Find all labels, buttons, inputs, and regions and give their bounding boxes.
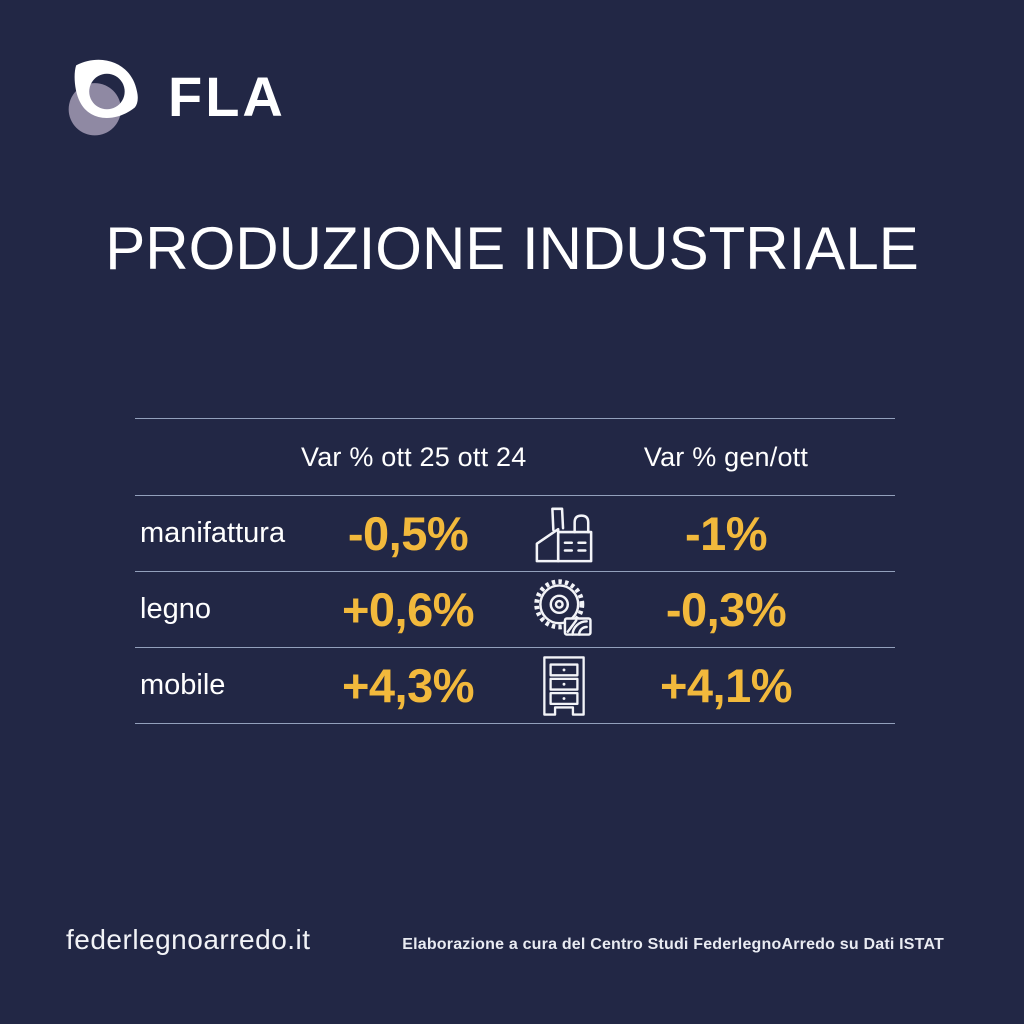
- circular-saw-icon: [534, 578, 592, 636]
- production-table: Var % ott 25 ott 24 Var % gen/ott manifa…: [135, 418, 895, 724]
- column-header-var-gen-ott: Var % gen/ott: [643, 441, 809, 472]
- page-title: PRODUZIONE INDUSTRIALE: [105, 215, 919, 282]
- source-credit: Elaborazione a cura del Centro Studi Fed…: [402, 936, 944, 953]
- table-header-row: Var % ott 25 ott 24 Var % gen/ott: [135, 419, 895, 496]
- value-var-ott: -0,5%: [347, 507, 469, 560]
- table-row-manifattura: manifattura -0,5% -1%: [135, 496, 895, 572]
- column-header-var-ott: Var % ott 25 ott 24: [301, 441, 527, 472]
- value-var-ott: +0,6%: [341, 583, 475, 636]
- factory-icon: [535, 507, 593, 562]
- value-var-gen-ott: -1%: [684, 507, 768, 560]
- table-row-mobile: mobile +4,3% +4,1%: [135, 648, 895, 724]
- row-label: manifattura: [140, 517, 286, 549]
- value-var-ott: +4,3%: [341, 659, 475, 712]
- dresser-icon: [543, 655, 585, 716]
- website-url: federlegnoarredo.it: [66, 924, 311, 955]
- fla-logo: FLA: [64, 56, 286, 142]
- row-label: legno: [140, 593, 211, 625]
- fla-leaf-icon: [68, 59, 138, 136]
- row-label: mobile: [140, 669, 226, 701]
- value-var-gen-ott: -0,3%: [665, 583, 787, 636]
- value-var-gen-ott: +4,1%: [659, 659, 793, 712]
- logo-wordmark: FLA: [168, 65, 286, 128]
- table-row-legno: legno +0,6% -0,3%: [135, 572, 895, 648]
